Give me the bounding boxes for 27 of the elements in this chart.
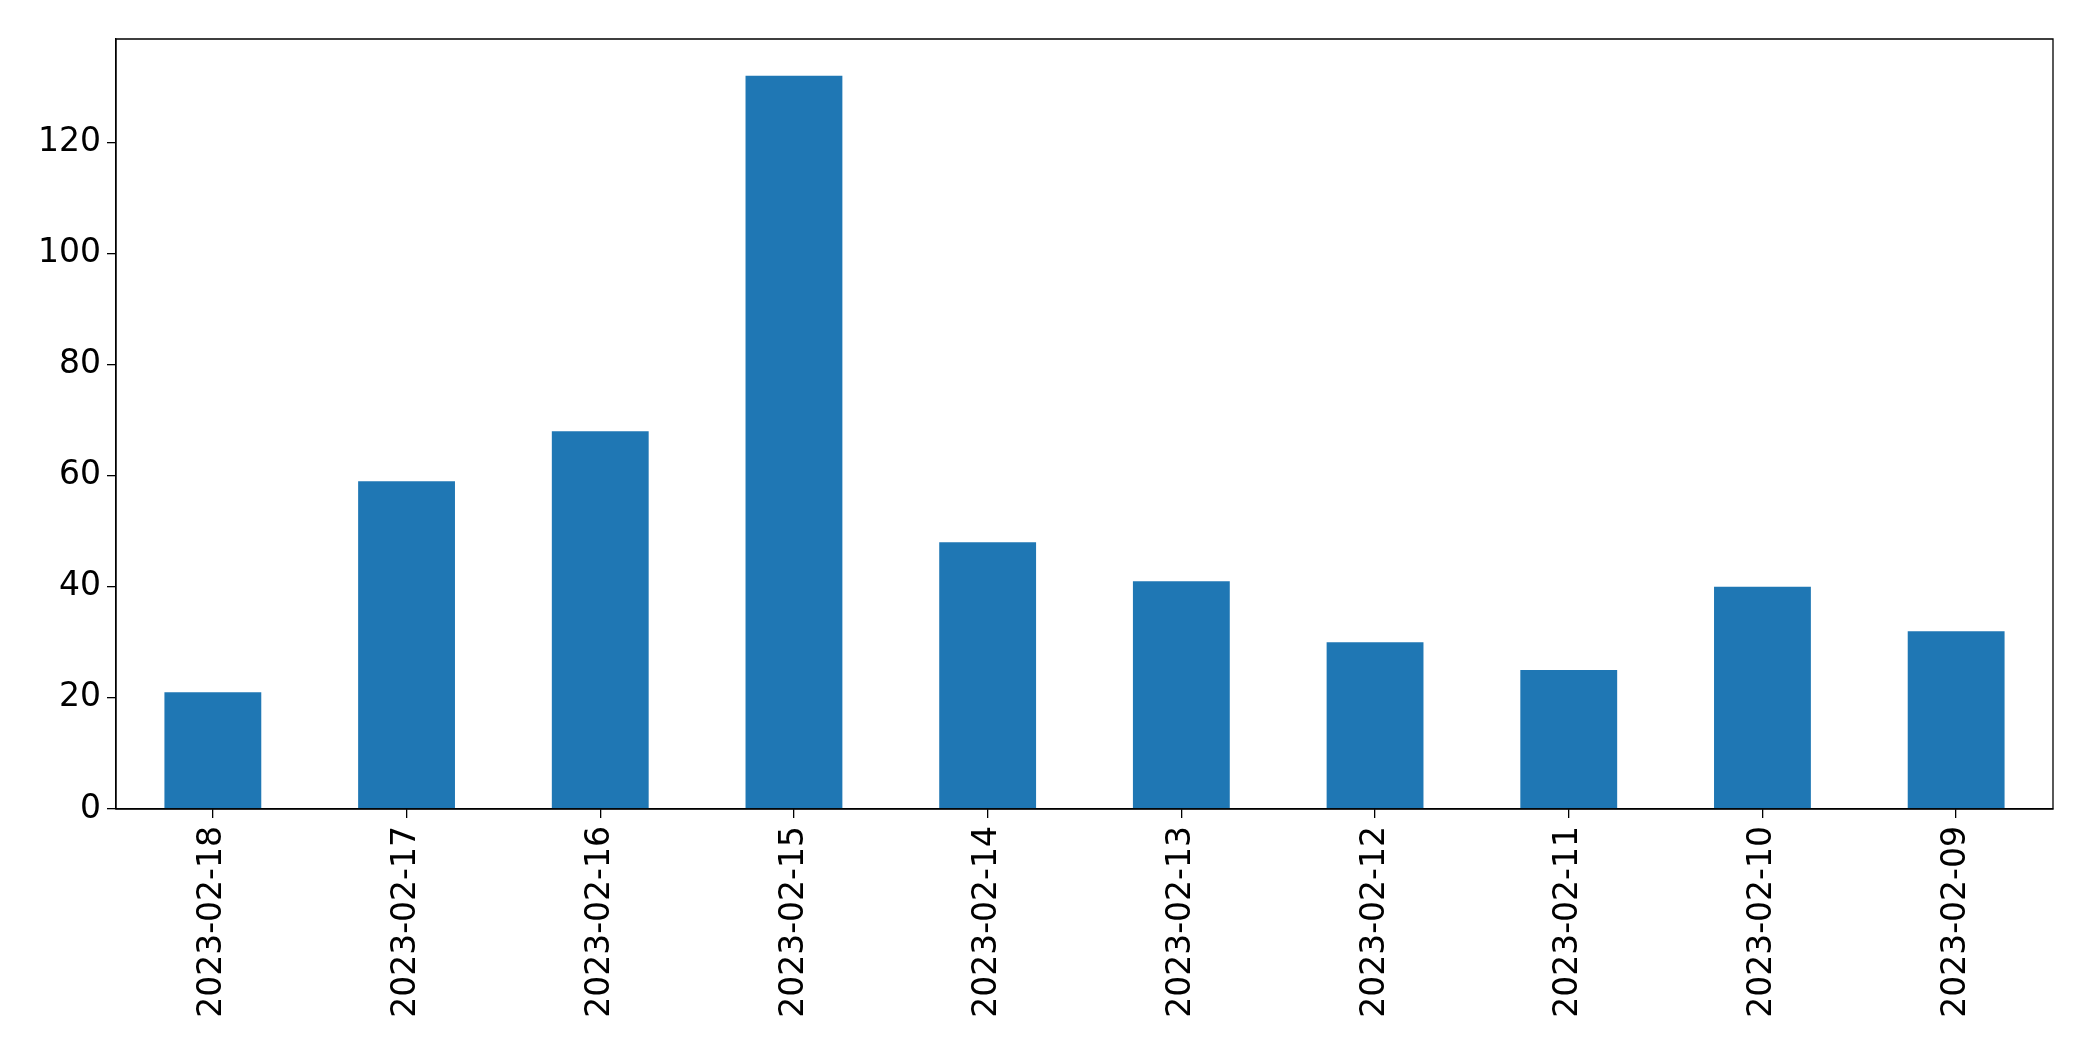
y-tick-label: 80 [59,342,101,382]
bar [1132,581,1230,809]
y-tick-label: 0 [80,786,101,826]
y-tick-label: 120 [38,119,101,159]
x-tick-label: 2023-02-18 [190,826,230,1018]
x-tick-label: 2023-02-10 [1740,826,1780,1018]
y-tick-label: 40 [59,564,101,604]
x-tick-label: 2023-02-12 [1352,826,1392,1018]
bar [358,481,455,809]
bar [164,692,262,809]
x-tick-label: 2023-02-14 [965,826,1005,1018]
y-tick-label: 60 [59,453,101,493]
bar [1326,642,1424,809]
x-tick-label: 2023-02-15 [771,826,811,1018]
bar [1907,631,2005,809]
x-tick-label: 2023-02-16 [577,826,617,1018]
bar [939,542,1037,809]
y-tick-label: 20 [59,675,101,715]
bar [1520,670,1618,809]
bar [1714,586,1811,809]
y-tick-label: 100 [38,231,101,271]
x-tick-label: 2023-02-11 [1546,826,1586,1018]
bar [551,431,649,809]
x-tick-label: 2023-02-09 [1933,826,1973,1018]
x-tick-label: 2023-02-13 [1158,826,1198,1018]
bar [745,75,843,809]
x-tick-label: 2023-02-17 [384,826,424,1018]
